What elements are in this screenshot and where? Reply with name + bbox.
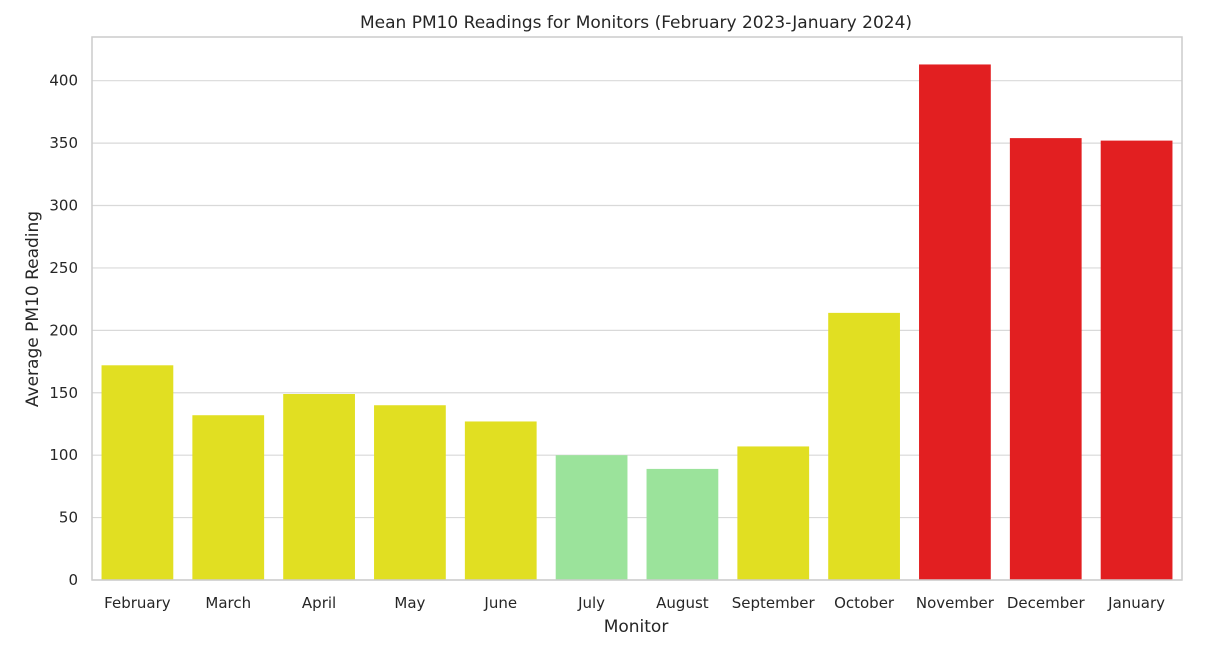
- bar-june: [464, 421, 537, 580]
- bar-october: [828, 312, 900, 580]
- y-axis-title: Average PM10 Reading: [23, 211, 43, 407]
- chart-title: Mean PM10 Readings for Monitors (Februar…: [360, 13, 912, 33]
- y-tick-label: 350: [49, 134, 78, 152]
- bar-march: [192, 415, 265, 580]
- y-tick-label: 100: [49, 446, 78, 464]
- y-tick-label: 300: [49, 197, 78, 215]
- bar-november: [919, 64, 991, 581]
- bar-february: [101, 365, 174, 580]
- bar-january: [1100, 140, 1173, 580]
- x-tick-label-february: February: [104, 594, 171, 612]
- x-tick-label-december: December: [1007, 594, 1086, 612]
- bar-april: [283, 394, 355, 580]
- y-tick-label: 200: [49, 321, 78, 339]
- bars: [101, 64, 1173, 581]
- x-tick-label-may: May: [394, 594, 425, 612]
- bar-december: [1009, 138, 1082, 580]
- x-axis-ticks: February March April May June July August Septe…: [104, 594, 1165, 612]
- bar-september: [737, 446, 810, 580]
- x-tick-label-october: October: [834, 594, 895, 612]
- y-tick-label: 400: [49, 72, 78, 90]
- x-tick-label-march: March: [205, 594, 251, 612]
- bar-august: [646, 468, 719, 580]
- bar-may: [374, 405, 446, 580]
- y-axis-ticks: 0 50 100 150 200 250 300 350 400: [49, 72, 78, 589]
- y-tick-label: 250: [49, 259, 78, 277]
- x-tick-label-august: August: [656, 594, 709, 612]
- bar-july: [555, 455, 628, 580]
- x-tick-label-july: July: [577, 594, 605, 612]
- y-tick-label: 50: [59, 509, 78, 527]
- plot-frame: [91, 36, 1183, 581]
- gridlines: [92, 80, 1182, 581]
- x-tick-label-april: April: [302, 594, 336, 612]
- x-axis-title: Monitor: [604, 617, 669, 637]
- y-tick-label: 0: [68, 571, 78, 589]
- x-tick-label-january: January: [1107, 594, 1165, 612]
- y-tick-label: 150: [49, 384, 78, 402]
- x-tick-label-november: November: [916, 594, 995, 612]
- x-tick-label-june: June: [483, 594, 517, 612]
- x-tick-label-september: September: [732, 594, 816, 612]
